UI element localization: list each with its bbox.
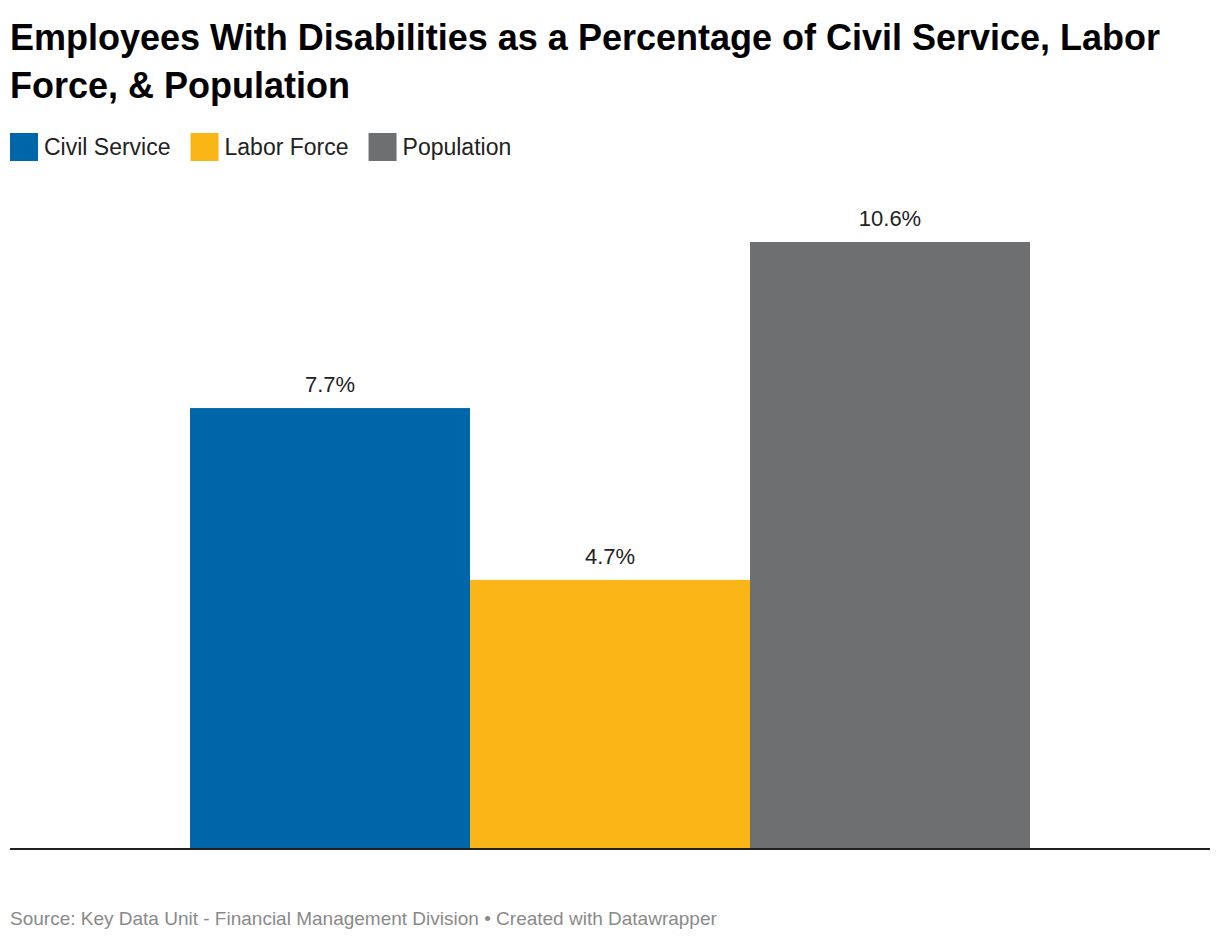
bar xyxy=(190,408,470,849)
legend: Civil Service Labor Force Population xyxy=(10,133,511,161)
title-line: Employees With Disabilities as a Percent… xyxy=(10,17,1160,58)
data-label: 4.7% xyxy=(585,544,635,569)
data-label: 7.7% xyxy=(305,372,355,397)
legend-swatch xyxy=(10,133,38,161)
legend-swatch xyxy=(369,133,397,161)
bar xyxy=(750,242,1030,849)
chart: Employees With Disabilities as a Percent… xyxy=(0,0,1220,944)
legend-label: Labor Force xyxy=(225,134,349,160)
bars xyxy=(190,242,1030,849)
baseline xyxy=(10,848,1210,850)
legend-swatch xyxy=(191,133,219,161)
bar xyxy=(470,580,750,849)
source: Source: Key Data Unit - Financial Manage… xyxy=(10,908,717,929)
legend-label: Civil Service xyxy=(44,134,171,160)
title: Employees With Disabilities as a Percent… xyxy=(10,17,1160,106)
data-label: 10.6% xyxy=(859,206,921,231)
title-line: Force, & Population xyxy=(10,65,350,106)
legend-label: Population xyxy=(403,134,512,160)
